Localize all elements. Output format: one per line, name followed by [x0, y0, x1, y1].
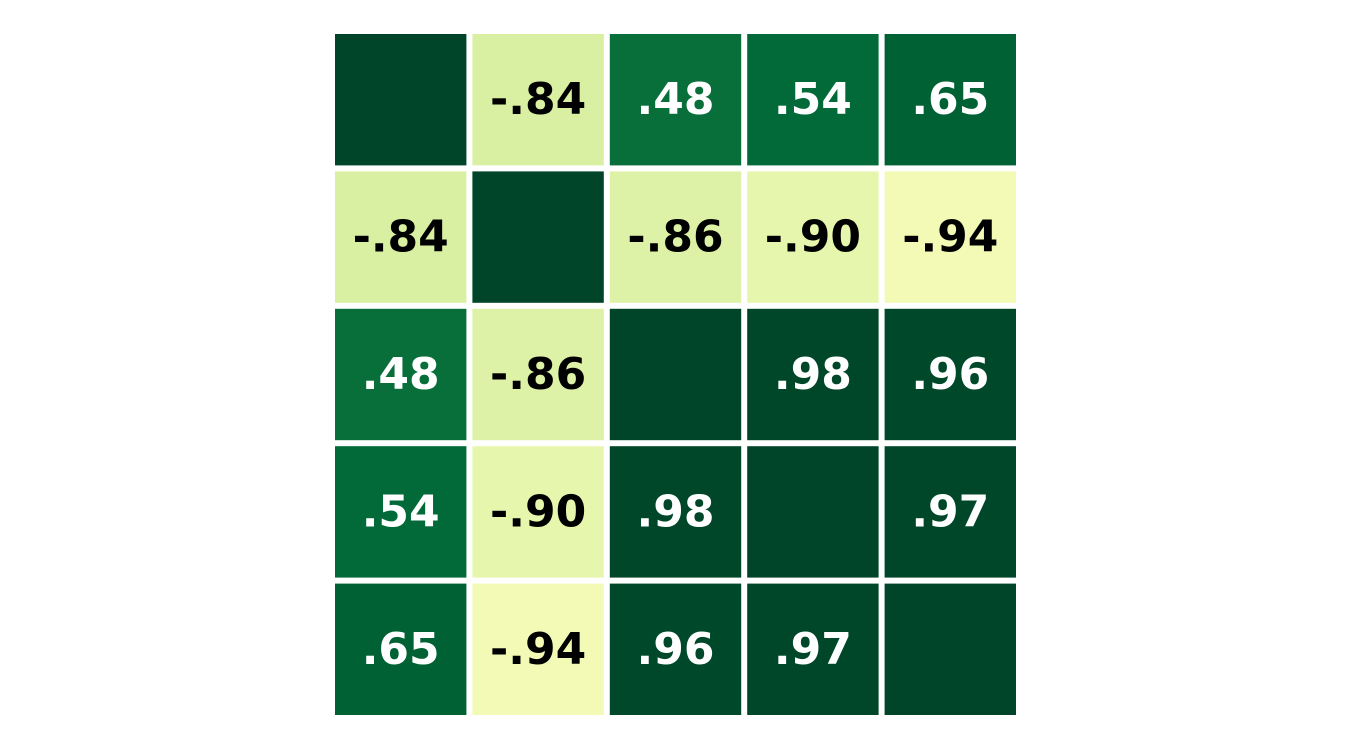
heatmap-cell-r3-c4 — [884, 446, 1016, 578]
heatmap-cell-r3-c2 — [609, 446, 742, 578]
heatmap-cell-r1-c4 — [884, 171, 1016, 303]
heatmap-label-r1-c0: -.84 — [353, 212, 449, 263]
heatmap-cell-r3-c1 — [472, 446, 604, 578]
heatmap-cell-r2-c3 — [747, 308, 879, 441]
heatmap-cell-r2-c1 — [472, 308, 604, 441]
heatmap-label-r1-c3: -.90 — [765, 212, 861, 263]
heatmap-cell-r4-c4 — [884, 583, 1016, 715]
heatmap-cell-r1-c2 — [609, 171, 742, 303]
heatmap-cell-r4-c2 — [609, 583, 742, 715]
heatmap-label-r2-c0: .48 — [362, 349, 440, 400]
heatmap-cell-r0-c2 — [609, 34, 742, 166]
heatmap-cell-r2-c0 — [335, 308, 467, 441]
heatmap-cell-r1-c1 — [472, 171, 604, 303]
heatmap-cell-r1-c3 — [747, 171, 879, 303]
heatmap-labels: -.84 .48 .54 .65 -.84 -.86 -.90 -.94 .48 -.86 .98.… — [353, 74, 999, 675]
heatmap-label-r2-c1: -.86 — [490, 349, 586, 400]
heatmap-cell-r2-c4 — [884, 308, 1016, 441]
heatmap-cell-r2-c2 — [609, 308, 742, 441]
heatmap-label-r0-c4: .65 — [911, 74, 989, 125]
heatmap-label-r2-c4: .96 — [911, 349, 989, 400]
heatmap-cell-r0-c0 — [335, 34, 467, 166]
heatmap-label-r3-c1: -.90 — [490, 486, 586, 537]
heatmap-cell-r0-c1 — [472, 34, 604, 166]
heatmap-label-r3-c2: .98 — [637, 486, 715, 537]
heatmap-cell-r3-c0 — [335, 446, 467, 578]
heatmap-label-r4-c2: .96 — [637, 624, 715, 675]
heatmap-label-r0-c3: .54 — [774, 74, 852, 125]
heatmap-cell-r4-c1 — [472, 583, 604, 715]
heatmap-label-r0-c1: -.84 — [490, 74, 586, 125]
heatmap-cell-r0-c3 — [747, 34, 879, 166]
heatmap-cell-r0-c4 — [884, 34, 1016, 166]
heatmap-cell-r4-c3 — [747, 583, 879, 715]
heatmap-cell-r4-c0 — [335, 583, 467, 715]
heatmap-label-r0-c2: .48 — [637, 74, 715, 125]
heatmap-cell-r3-c3 — [747, 446, 879, 578]
heatmap-label-r4-c1: -.94 — [490, 624, 586, 675]
heatmap-label-r1-c4: -.94 — [902, 212, 998, 263]
heatmap-label-r3-c0: .54 — [362, 486, 440, 537]
heatmap-label-r2-c3: .98 — [774, 349, 852, 400]
heatmap-label-r4-c0: .65 — [362, 624, 440, 675]
heatmap-label-r3-c4: .97 — [911, 486, 989, 537]
heatmap-cell-r1-c0 — [335, 171, 467, 303]
heatmap-label-r4-c3: .97 — [774, 624, 852, 675]
heatmap-cells — [335, 34, 1016, 715]
heatmap-label-r1-c2: -.86 — [627, 212, 723, 263]
